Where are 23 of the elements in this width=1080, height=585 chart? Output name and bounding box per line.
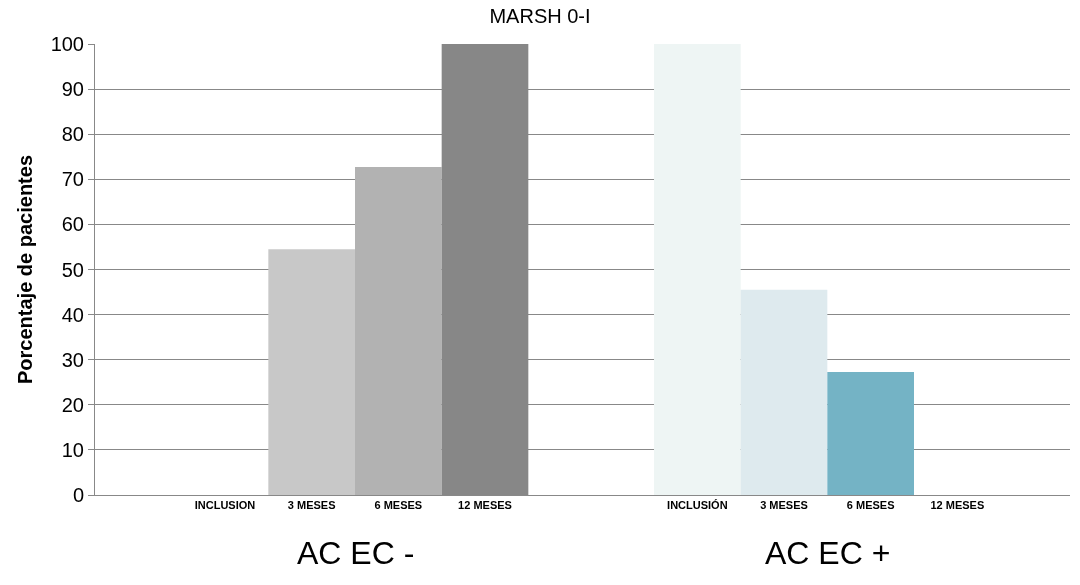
y-tick-label: 0 [72,484,84,506]
x-tick-label: 12 MESES [930,499,985,512]
y-axis-title: Porcentaje de pacientes [14,155,37,384]
text: AC EC + [765,535,891,571]
x-tick-label: 12 MESES [458,499,512,512]
y-tick-label: 70 [61,168,84,191]
y-tick-label: 50 [61,258,84,281]
y-tick-label: 30 [61,348,84,371]
chart-title: MARSH 0-I [489,4,591,27]
y-tick-label: 90 [61,78,84,101]
y-tick-label: 100 [50,33,84,55]
x-tick-label: 6 MESES [374,499,423,512]
x-tick-label: 3 MESES [287,499,336,512]
y-tick-label: 20 [61,393,84,416]
x-tick-label: INCLUSION [194,499,256,512]
y-tick-label: 40 [61,303,84,326]
y-tick-label: 80 [61,123,84,146]
x-tick-label: 6 MESES [846,499,895,512]
text: AC EC - [297,535,415,571]
y-tick-label: 10 [61,438,84,461]
x-tick-label: INCLUSIÓN [667,499,728,512]
y-tick-label: 60 [61,213,84,236]
x-tick-label: 3 MESES [760,499,808,512]
